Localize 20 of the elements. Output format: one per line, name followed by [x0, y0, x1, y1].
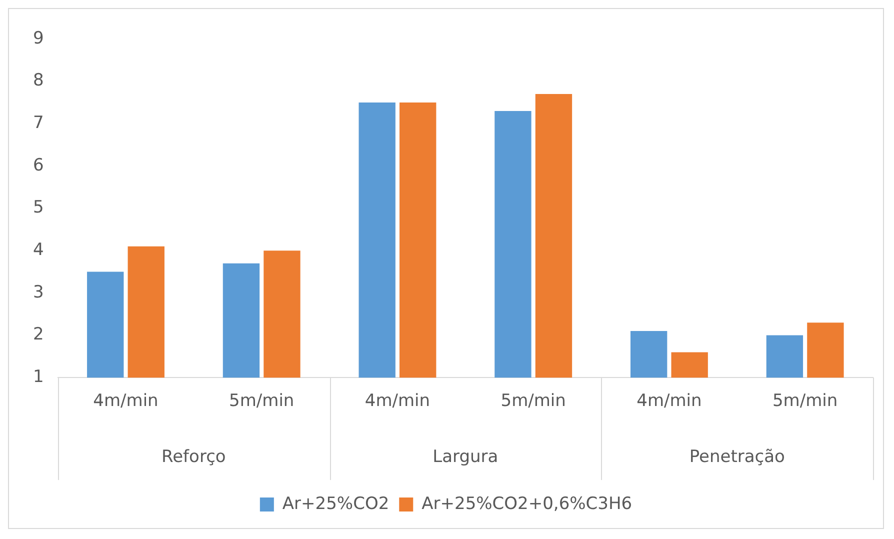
x-tick-label: 4m/min [364, 391, 430, 412]
y-tick-label: 3 [32, 282, 44, 302]
y-tick-label: 6 [32, 155, 44, 176]
y-tick-label: 5 [32, 198, 44, 218]
text: Largura [432, 447, 498, 468]
y-tick-label: 4 [32, 240, 44, 260]
x-tick-label: 5m/min [772, 391, 838, 412]
x-tick-label: 4m/min [93, 391, 158, 412]
y-tick-label: 8 [32, 70, 44, 91]
y-tick-label: 2 [32, 324, 44, 345]
x-tick-label: 5m/min [229, 391, 294, 412]
x-tick-label: 5m/min [500, 391, 566, 412]
text: Penetração [689, 447, 785, 468]
legend-label: Ar+25%CO2 [282, 494, 390, 514]
x-tick-label: 4m/min [636, 391, 702, 412]
y-tick-label: 1 [32, 367, 44, 388]
legend-label: Ar+25%CO2+0,6%C3H6 [422, 494, 632, 514]
y-tick-label: 7 [32, 113, 44, 134]
y-tick-label: 9 [32, 28, 44, 48]
text: Reforço [162, 447, 226, 468]
